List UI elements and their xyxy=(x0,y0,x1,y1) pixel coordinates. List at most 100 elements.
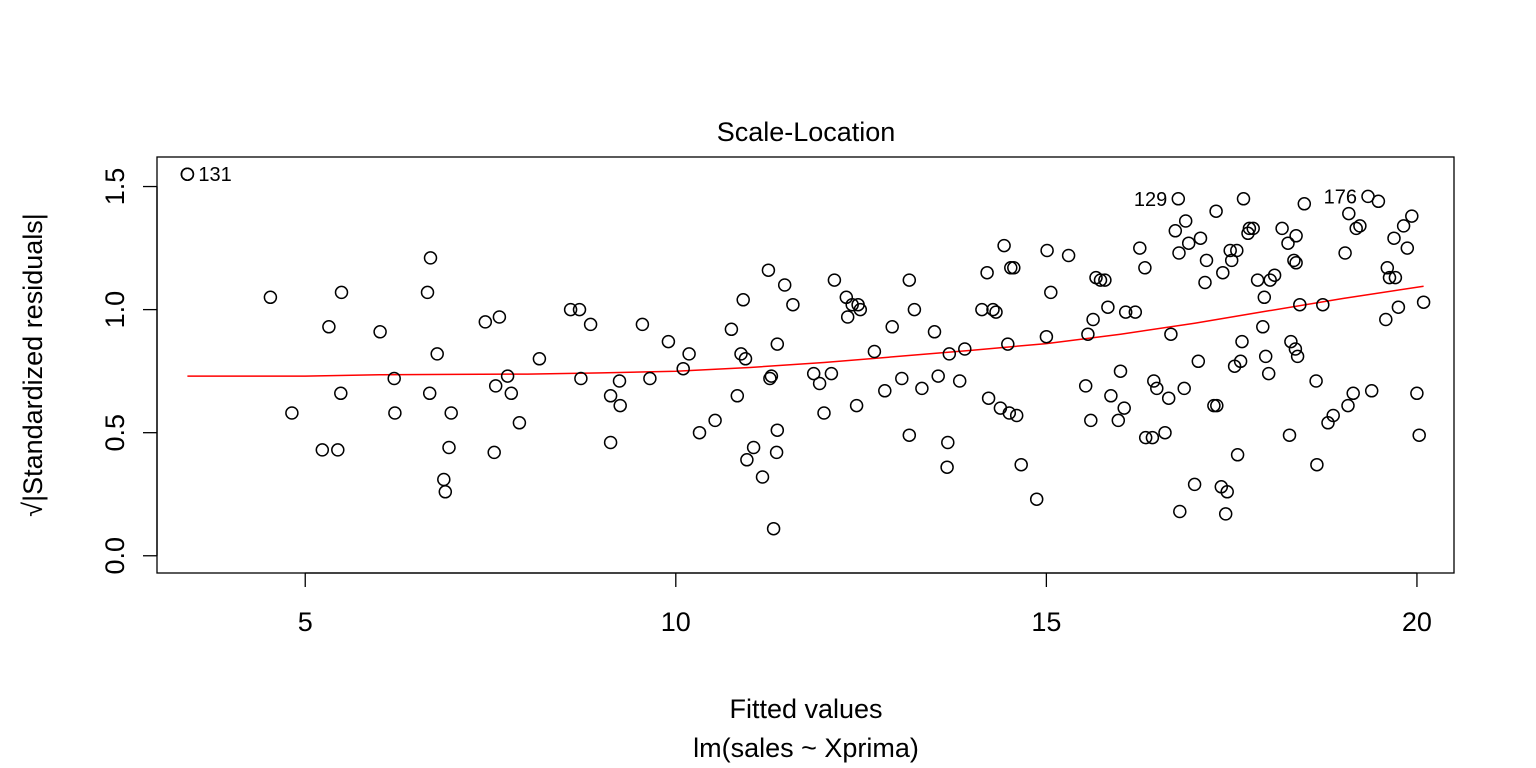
data-point xyxy=(1009,408,1024,423)
x-tick-label: 20 xyxy=(1402,607,1432,637)
data-point xyxy=(1230,448,1245,462)
data-point xyxy=(423,251,438,265)
labeled-data-point xyxy=(1361,189,1375,204)
x-axis-label: Fitted values xyxy=(729,694,882,724)
data-point xyxy=(1380,261,1395,275)
data-point xyxy=(1263,273,1277,287)
labeled-data-point xyxy=(1171,192,1186,206)
data-point xyxy=(1181,236,1196,250)
data-point xyxy=(388,406,402,420)
data-point xyxy=(331,443,345,457)
data-point xyxy=(1326,408,1340,423)
data-point xyxy=(1209,204,1223,218)
data-point xyxy=(1382,270,1397,285)
data-point xyxy=(1281,236,1295,250)
data-point xyxy=(1101,300,1115,314)
data-point xyxy=(867,344,882,359)
data-point xyxy=(1104,389,1118,403)
data-point xyxy=(942,347,957,361)
data-point xyxy=(1199,253,1214,268)
data-point xyxy=(1289,256,1303,270)
data-point xyxy=(806,366,821,381)
data-point xyxy=(1379,312,1393,327)
data-point xyxy=(1349,221,1363,236)
data-point xyxy=(958,342,972,356)
data-point xyxy=(438,485,453,499)
data-point xyxy=(1147,374,1161,388)
data-point xyxy=(488,379,503,393)
data-point xyxy=(1128,305,1143,319)
y-axis: 0.0 0.5 1.0 1.5 xyxy=(100,168,158,575)
data-point xyxy=(532,352,547,366)
data-point xyxy=(849,398,864,413)
data-point xyxy=(1161,391,1176,405)
data-point xyxy=(915,381,929,396)
data-point xyxy=(1178,214,1193,228)
y-axis-label: √|Standardized residuals| xyxy=(18,213,48,517)
data-point xyxy=(442,440,456,455)
x-tick-label: 15 xyxy=(1031,607,1061,637)
data-point xyxy=(574,371,588,386)
data-point xyxy=(1416,295,1431,309)
data-point xyxy=(895,371,909,386)
data-point xyxy=(1412,428,1426,442)
data-point xyxy=(980,265,994,280)
point-id-label: 131 xyxy=(198,164,231,186)
data-point xyxy=(512,416,527,430)
data-point xyxy=(746,440,761,455)
data-point xyxy=(1342,206,1356,221)
data-point xyxy=(1198,275,1212,290)
data-point xyxy=(931,369,945,383)
data-point xyxy=(676,361,690,376)
data-point xyxy=(1290,349,1305,364)
data-point xyxy=(824,366,839,381)
chart-subtitle: lm(sales ~ Xprima) xyxy=(693,733,919,763)
data-point xyxy=(812,376,827,391)
data-point xyxy=(1117,401,1131,415)
data-point xyxy=(692,425,707,440)
data-point xyxy=(1387,231,1401,245)
data-point xyxy=(1216,265,1230,280)
data-point xyxy=(661,334,676,349)
data-point xyxy=(1150,381,1164,396)
data-point xyxy=(334,386,348,401)
data-point xyxy=(1284,334,1298,349)
data-point xyxy=(1288,342,1303,356)
data-point xyxy=(373,325,387,339)
data-point xyxy=(1029,492,1044,506)
data-point xyxy=(1138,261,1152,275)
data-point xyxy=(786,297,800,312)
data-point xyxy=(603,389,618,403)
data-point xyxy=(583,317,598,332)
data-point xyxy=(1061,248,1076,263)
data-point xyxy=(285,406,299,420)
x-axis: 5 10 15 20 xyxy=(298,572,1432,637)
y-tick-label: 0.5 xyxy=(100,414,130,452)
data-point xyxy=(444,406,458,420)
smooth-line xyxy=(187,285,1424,377)
data-point xyxy=(1388,270,1403,285)
data-point xyxy=(827,273,842,287)
data-point xyxy=(764,369,779,383)
data-point xyxy=(1316,297,1330,312)
data-point xyxy=(334,285,349,300)
data-point xyxy=(1187,477,1202,492)
data-point xyxy=(682,347,696,361)
points-layer xyxy=(180,167,1431,536)
data-point xyxy=(763,371,777,386)
data-point xyxy=(635,317,650,332)
data-point xyxy=(817,406,831,420)
data-point xyxy=(997,238,1011,253)
data-point xyxy=(941,435,955,450)
x-tick-label: 10 xyxy=(661,607,691,637)
data-point xyxy=(1410,386,1424,401)
data-point xyxy=(1138,430,1153,445)
data-point xyxy=(504,386,519,401)
data-point xyxy=(1246,221,1260,236)
data-point xyxy=(902,428,917,442)
data-point xyxy=(1364,384,1379,398)
data-point xyxy=(1084,413,1098,428)
data-point xyxy=(1230,243,1244,258)
data-point xyxy=(1220,485,1234,499)
data-point xyxy=(1002,406,1017,420)
